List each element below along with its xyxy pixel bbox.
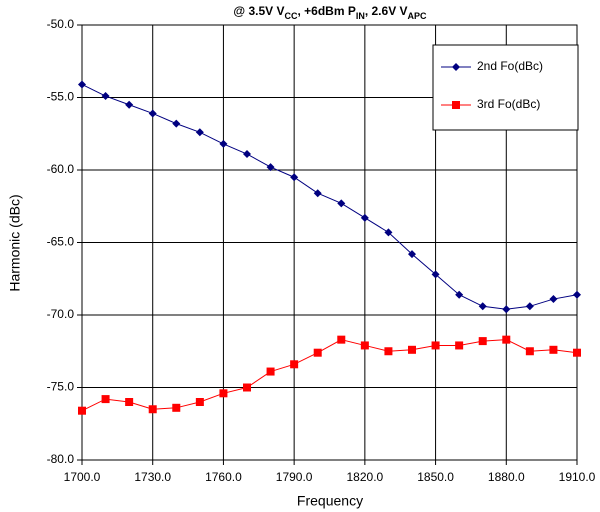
data-point (525, 347, 534, 356)
x-tick-label: 1850.0 (417, 470, 454, 484)
data-point (266, 367, 275, 376)
data-point (360, 341, 369, 350)
y-tick-label: -75.0 (47, 380, 75, 394)
data-point (266, 163, 275, 172)
title-text: , +6dBm P (297, 4, 355, 18)
data-point (502, 305, 511, 314)
data-point (101, 92, 110, 101)
y-axis-label: Harmonic (dBc) (7, 194, 23, 291)
data-point (313, 189, 322, 198)
x-tick-label: 1820.0 (347, 470, 384, 484)
data-point (384, 347, 393, 356)
data-point (172, 119, 181, 128)
data-point (455, 341, 464, 350)
data-point (101, 395, 110, 404)
legend-label: 2nd Fo(dBc) (477, 59, 543, 73)
data-point (219, 389, 228, 398)
title-text: @ 3.5V V (233, 4, 284, 18)
y-tick-label: -65.0 (47, 235, 75, 249)
data-point (478, 302, 487, 311)
y-tick-label: -50.0 (47, 17, 75, 31)
x-axis-label: Frequency (297, 493, 363, 509)
data-point (384, 228, 393, 237)
legend-marker (452, 101, 460, 109)
legend-label: 3rd Fo(dBc) (477, 97, 540, 111)
data-point (219, 139, 228, 148)
series-line (81, 84, 578, 310)
data-point (148, 405, 157, 414)
data-point (337, 199, 346, 208)
y-tick-label: -80.0 (47, 452, 75, 466)
data-point (125, 100, 134, 109)
data-point (573, 290, 581, 299)
data-point (478, 337, 487, 346)
x-tick-label: 1790.0 (276, 470, 313, 484)
title-subscript: IN (356, 11, 365, 21)
data-point (195, 128, 204, 137)
data-point (290, 360, 299, 369)
data-point (408, 345, 416, 354)
data-point (78, 406, 86, 415)
data-point (408, 250, 416, 259)
data-point (360, 213, 369, 222)
data-point (78, 80, 86, 89)
y-tick-label: -55.0 (47, 90, 75, 104)
legend-box (432, 44, 579, 131)
data-point (243, 150, 251, 159)
data-point (573, 348, 581, 357)
data-point (172, 403, 181, 412)
data-point (125, 398, 134, 406)
x-tick-label: 1880.0 (488, 470, 525, 484)
data-point (290, 173, 299, 182)
title-subscript: APC (408, 11, 428, 21)
x-tick-label: 1730.0 (134, 470, 171, 484)
x-tick-label: 1760.0 (205, 470, 242, 484)
data-point (431, 341, 440, 350)
legend-marker (452, 63, 460, 71)
data-point (243, 383, 251, 392)
title-text: , 2.6V V (365, 4, 408, 18)
data-point (549, 345, 558, 354)
data-point (525, 302, 534, 311)
data-point (313, 348, 322, 357)
data-point (148, 109, 157, 118)
y-tick-label: -60.0 (47, 162, 75, 176)
data-point (337, 335, 346, 344)
data-point (195, 398, 204, 406)
x-tick-label: 1910.0 (559, 470, 596, 484)
y-tick-label: -70.0 (47, 307, 75, 321)
x-tick-label: 1700.0 (64, 470, 101, 484)
data-point (455, 290, 464, 299)
data-point (549, 295, 558, 304)
chart-title: @ 3.5V VCC, +6dBm PIN, 2.6V VAPC (233, 4, 427, 21)
title-subscript: CC (284, 11, 297, 21)
data-point (431, 270, 440, 279)
series-line (81, 339, 578, 412)
data-point (502, 335, 511, 344)
